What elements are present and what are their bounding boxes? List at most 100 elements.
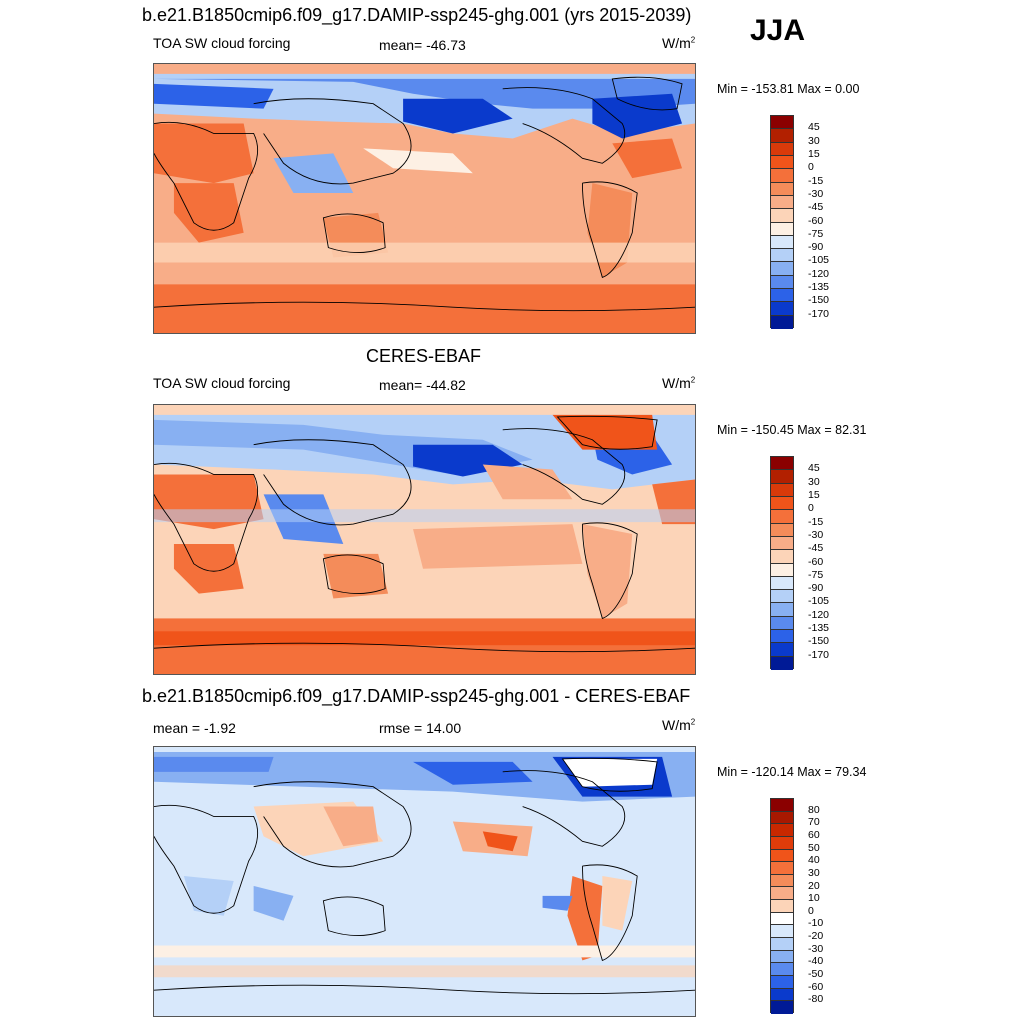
colorbar-swatch <box>771 616 793 631</box>
colorbar-tick-label: -15 <box>808 515 824 528</box>
colorbar-swatch <box>771 470 793 484</box>
colorbar-swatch <box>771 142 793 156</box>
colorbar-tick-label: -135 <box>808 281 830 294</box>
colorbar-swatch <box>771 656 793 670</box>
colorbar-tick-label: 60 <box>808 828 820 841</box>
colorbar-swatch <box>771 590 793 604</box>
colorbar-swatch <box>771 799 793 812</box>
panel-3-units: W/m2 <box>662 717 696 733</box>
colorbar-tick-label: -30 <box>808 187 824 200</box>
panel-3-rmse-label: rmse = 14.00 <box>379 720 462 736</box>
panel-2-colorbar <box>770 456 794 670</box>
colorbar-tick-label: 45 <box>808 462 820 475</box>
colorbar-swatch <box>771 963 793 976</box>
colorbar-tick-label: -75 <box>808 568 824 581</box>
colorbar-swatch <box>771 975 793 989</box>
colorbar-swatch <box>771 315 793 329</box>
colorbar-swatch <box>771 630 793 644</box>
colorbar-tick-label: -80 <box>808 993 824 1006</box>
panel-1-variable-label: TOA SW cloud forcing <box>153 35 291 51</box>
colorbar-tick-label: -60 <box>808 214 824 227</box>
colorbar-swatch <box>771 235 793 250</box>
panel-3-mean-label: mean = -1.92 <box>153 720 236 736</box>
panel-2-units: W/m2 <box>662 375 696 391</box>
colorbar-swatch <box>771 275 793 290</box>
colorbar-tick-label: -10 <box>808 917 824 930</box>
colorbar-swatch <box>771 249 793 263</box>
colorbar-tick-label: -170 <box>808 648 830 661</box>
panel-1-colorbar <box>770 115 794 329</box>
colorbar-tick-label: -60 <box>808 980 824 993</box>
colorbar-tick-label: 80 <box>808 803 820 816</box>
colorbar-tick-label: 0 <box>808 161 814 174</box>
colorbar-swatch <box>771 887 793 901</box>
colorbar-swatch <box>771 563 793 577</box>
colorbar-swatch <box>771 550 793 564</box>
colorbar-swatch <box>771 262 793 276</box>
panel-1-units: W/m2 <box>662 35 696 51</box>
panel-3-map <box>153 746 696 1017</box>
colorbar-tick-label: -105 <box>808 254 830 267</box>
panel-2-map <box>153 404 696 675</box>
colorbar-swatch <box>771 536 793 551</box>
colorbar-tick-label: 40 <box>808 854 820 867</box>
colorbar-swatch <box>771 155 793 170</box>
colorbar-tick-label: 15 <box>808 488 820 501</box>
panel-3-minmax: Min = -120.14 Max = 79.34 <box>717 765 867 779</box>
colorbar-tick-label: -30 <box>808 528 824 541</box>
colorbar-tick-label: -50 <box>808 968 824 981</box>
colorbar-tick-label: -15 <box>808 174 824 187</box>
colorbar-swatch <box>771 483 793 497</box>
colorbar-tick-label: 30 <box>808 866 820 879</box>
colorbar-tick-label: 50 <box>808 841 820 854</box>
colorbar-tick-label: -170 <box>808 307 830 320</box>
colorbar-swatch <box>771 116 793 130</box>
season-label: JJA <box>750 14 806 47</box>
colorbar-swatch <box>771 603 793 617</box>
colorbar-swatch <box>771 836 793 850</box>
colorbar-tick-label: -120 <box>808 608 830 621</box>
colorbar-tick-label: -135 <box>808 622 830 635</box>
colorbar-swatch <box>771 925 793 939</box>
panel-2-variable-label: TOA SW cloud forcing <box>153 375 291 391</box>
colorbar-swatch <box>771 988 793 1002</box>
colorbar-tick-label: -90 <box>808 582 824 595</box>
colorbar-swatch <box>771 523 793 537</box>
colorbar-swatch <box>771 457 793 471</box>
colorbar-swatch <box>771 874 793 888</box>
colorbar-tick-label: -120 <box>808 267 830 280</box>
colorbar-tick-label: 70 <box>808 816 820 829</box>
colorbar-swatch <box>771 824 793 837</box>
colorbar-swatch <box>771 849 793 863</box>
colorbar-swatch <box>771 182 793 196</box>
colorbar-tick-label: -30 <box>808 942 824 955</box>
colorbar-swatch <box>771 129 793 143</box>
colorbar-swatch <box>771 811 793 825</box>
colorbar-tick-label: 10 <box>808 892 820 905</box>
colorbar-tick-label: -45 <box>808 201 824 214</box>
panel-2-mean-label: mean= -44.82 <box>379 377 466 393</box>
colorbar-swatch <box>771 643 793 657</box>
colorbar-swatch <box>771 938 793 951</box>
colorbar-swatch <box>771 1001 793 1014</box>
colorbar-tick-label: 20 <box>808 879 820 892</box>
colorbar-swatch <box>771 912 793 926</box>
colorbar-tick-label: 45 <box>808 121 820 134</box>
colorbar-swatch <box>771 222 793 236</box>
colorbar-swatch <box>771 862 793 875</box>
colorbar-tick-label: -45 <box>808 542 824 555</box>
colorbar-tick-label: -105 <box>808 595 830 608</box>
colorbar-tick-label: 0 <box>808 502 814 515</box>
colorbar-tick-label: -75 <box>808 227 824 240</box>
panel-2-minmax: Min = -150.45 Max = 82.31 <box>717 423 867 437</box>
colorbar-swatch <box>771 289 793 303</box>
colorbar-swatch <box>771 302 793 316</box>
panel-3-colorbar <box>770 798 794 1014</box>
colorbar-tick-label: 0 <box>808 904 814 917</box>
colorbar-tick-label: -90 <box>808 241 824 254</box>
colorbar-tick-label: 30 <box>808 475 820 488</box>
colorbar-tick-label: -40 <box>808 955 824 968</box>
colorbar-swatch <box>771 900 793 913</box>
panel-1-mean-label: mean= -46.73 <box>379 37 466 53</box>
colorbar-swatch <box>771 195 793 210</box>
